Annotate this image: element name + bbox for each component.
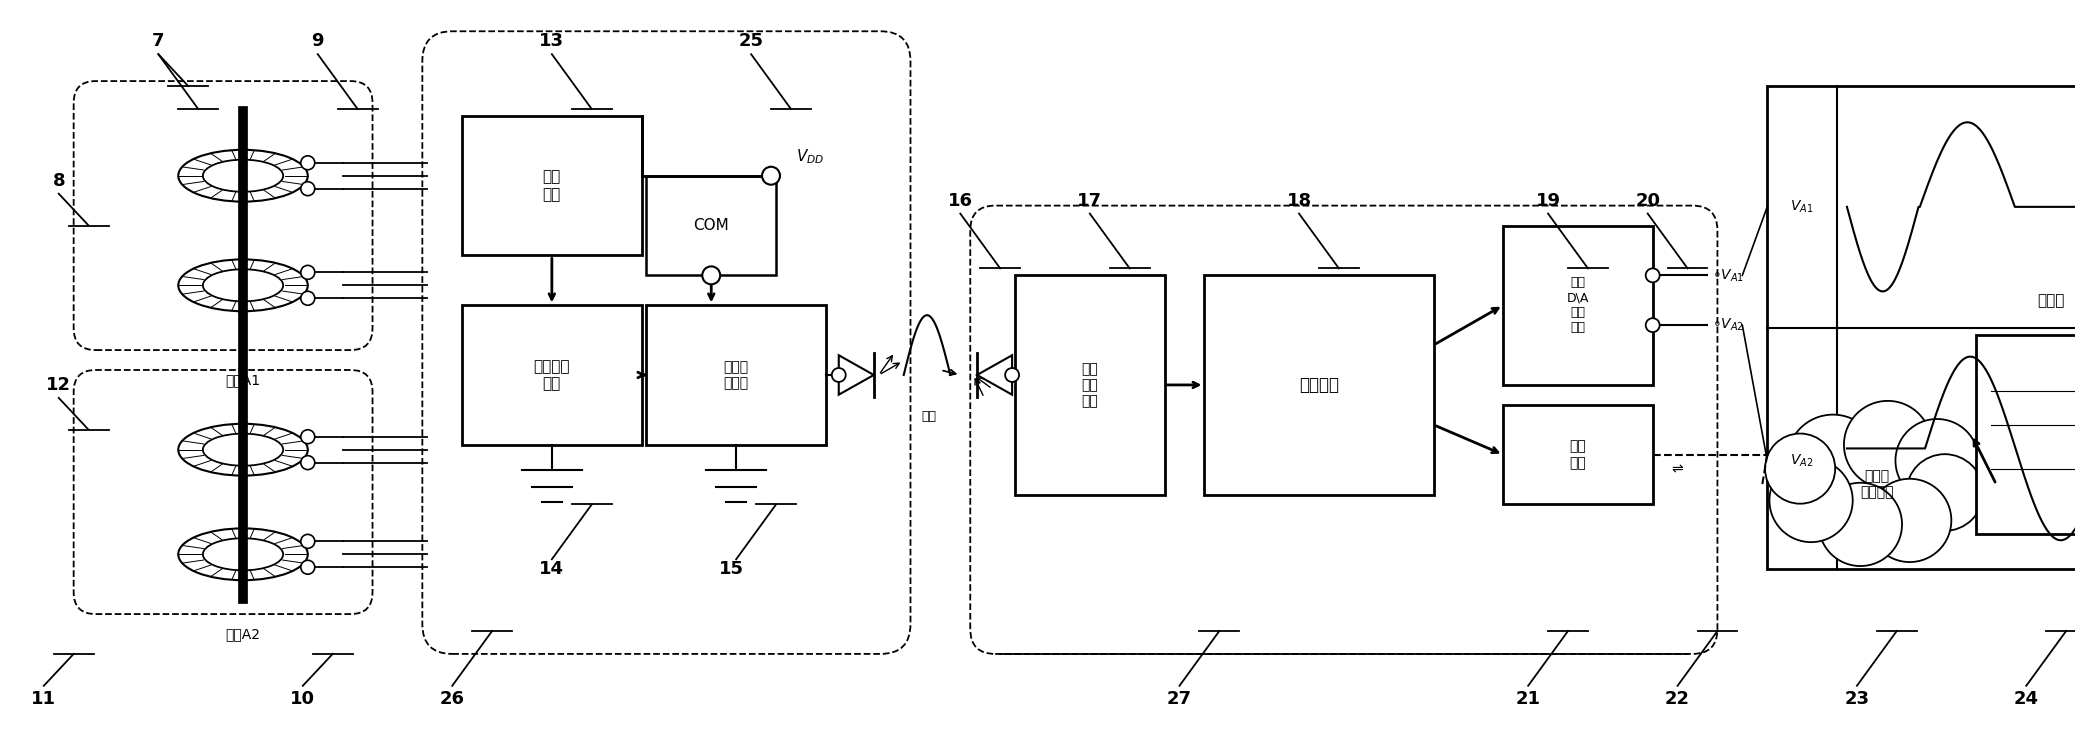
- Circle shape: [301, 156, 314, 170]
- Text: 26: 26: [441, 689, 466, 708]
- Circle shape: [703, 266, 719, 284]
- Bar: [1503, 226, 1653, 385]
- Text: COM: COM: [694, 218, 730, 233]
- Ellipse shape: [179, 259, 308, 311]
- Ellipse shape: [204, 159, 283, 192]
- Text: 光电
转换
电路: 光电 转换 电路: [1081, 362, 1098, 408]
- Polygon shape: [977, 355, 1012, 395]
- Ellipse shape: [204, 538, 283, 570]
- Text: 终端机: 终端机: [2037, 293, 2064, 308]
- Circle shape: [301, 291, 314, 305]
- Text: 23: 23: [1844, 689, 1869, 708]
- Text: $\circ V_{A1}$: $\circ V_{A1}$: [1713, 267, 1744, 284]
- Text: 光纤: 光纤: [921, 410, 936, 423]
- Bar: [1503, 405, 1653, 504]
- Circle shape: [832, 368, 846, 382]
- Text: $V_{DD}$: $V_{DD}$: [796, 147, 823, 166]
- Text: $V_{A2}$: $V_{A2}$: [1790, 452, 1813, 469]
- Bar: [462, 116, 642, 256]
- Text: 8: 8: [52, 172, 64, 190]
- Bar: [462, 305, 642, 445]
- Bar: [1977, 335, 2079, 534]
- Text: 25: 25: [738, 32, 763, 50]
- Text: 电光转
换电路: 电光转 换电路: [723, 360, 748, 390]
- Polygon shape: [838, 355, 873, 395]
- Text: 11: 11: [31, 689, 56, 708]
- Bar: [1767, 86, 2079, 569]
- Circle shape: [1769, 459, 1852, 542]
- Text: 18: 18: [1287, 192, 1312, 209]
- Text: 9: 9: [312, 32, 324, 50]
- Circle shape: [301, 182, 314, 196]
- Circle shape: [301, 430, 314, 444]
- Ellipse shape: [204, 434, 283, 466]
- Ellipse shape: [204, 269, 283, 301]
- Text: 21: 21: [1516, 689, 1541, 708]
- Bar: [647, 176, 775, 276]
- Circle shape: [1844, 401, 1931, 489]
- Circle shape: [1765, 434, 1836, 503]
- Bar: [647, 305, 825, 445]
- Text: 24: 24: [2015, 689, 2039, 708]
- Ellipse shape: [179, 150, 308, 201]
- Circle shape: [1004, 368, 1019, 382]
- Bar: [1015, 276, 1164, 495]
- Circle shape: [301, 560, 314, 574]
- Text: 10: 10: [291, 689, 316, 708]
- Text: $\circ V_{A2}$: $\circ V_{A2}$: [1713, 317, 1744, 334]
- Text: 线路A2: 线路A2: [225, 627, 260, 641]
- Text: 20: 20: [1636, 192, 1661, 209]
- Text: 微处理器: 微处理器: [1299, 376, 1339, 394]
- Text: 12: 12: [46, 376, 71, 394]
- Text: 15: 15: [719, 560, 744, 578]
- Text: 16: 16: [948, 192, 973, 209]
- Text: 14: 14: [538, 560, 563, 578]
- Circle shape: [763, 167, 780, 184]
- Circle shape: [301, 534, 314, 548]
- Text: 17: 17: [1077, 192, 1102, 209]
- Circle shape: [1788, 415, 1879, 506]
- Text: 信号处理
电路: 信号处理 电路: [534, 359, 570, 391]
- Text: 取能
电路: 取能 电路: [543, 170, 561, 202]
- Circle shape: [1647, 268, 1659, 282]
- Circle shape: [1819, 483, 1902, 566]
- Text: 网口
芯片: 网口 芯片: [1570, 440, 1586, 470]
- Text: 19: 19: [1536, 192, 1561, 209]
- Text: 22: 22: [1665, 689, 1690, 708]
- Text: 多路
D\A
变换
电路: 多路 D\A 变换 电路: [1568, 276, 1588, 334]
- Ellipse shape: [179, 424, 308, 476]
- Circle shape: [301, 265, 314, 279]
- Circle shape: [1647, 318, 1659, 332]
- Bar: [1204, 276, 1435, 495]
- Circle shape: [1869, 478, 1952, 562]
- Text: 27: 27: [1166, 689, 1191, 708]
- Circle shape: [1896, 419, 1979, 502]
- Text: 变电站
以太网络: 变电站 以太网络: [1861, 470, 1894, 500]
- Circle shape: [301, 456, 314, 470]
- Text: 线路A1: 线路A1: [225, 373, 260, 387]
- Text: $V_{A1}$: $V_{A1}$: [1790, 198, 1813, 215]
- Text: 13: 13: [538, 32, 563, 50]
- Ellipse shape: [179, 528, 308, 580]
- Text: ⇌: ⇌: [1672, 462, 1684, 476]
- Circle shape: [1906, 454, 1983, 531]
- Text: 7: 7: [152, 32, 164, 50]
